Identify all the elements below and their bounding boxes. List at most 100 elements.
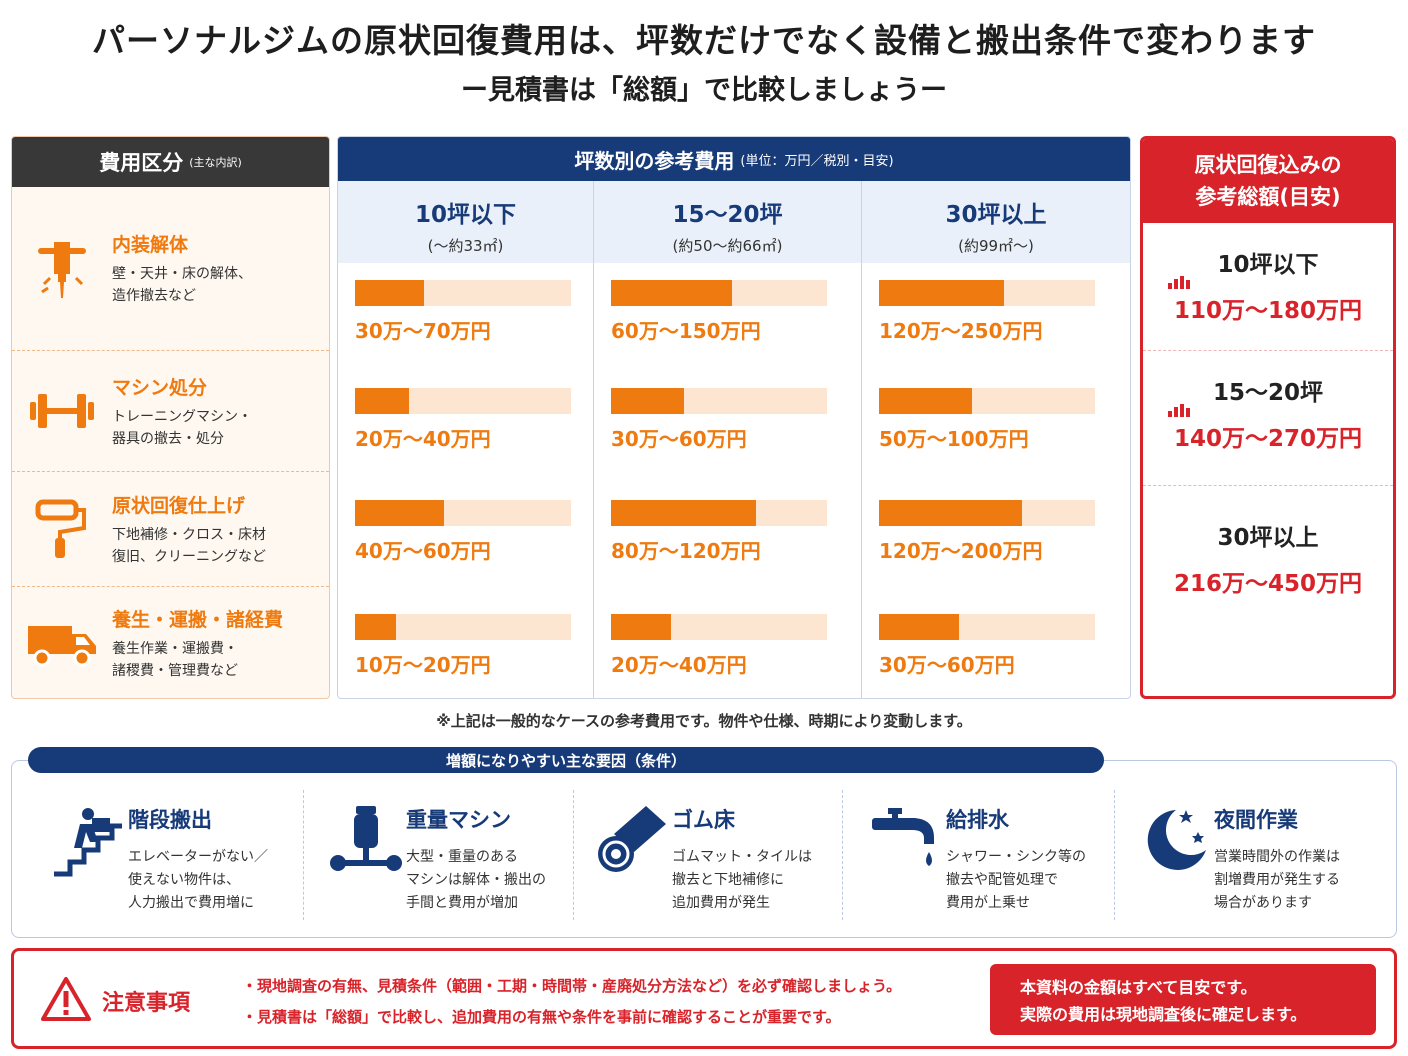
cost-bar-fill [879, 500, 1022, 526]
moon-stars-icon [1134, 790, 1214, 922]
cost-bar-track [879, 280, 1095, 306]
caution-line: ・見積書は「総額」で比較し、追加費用の有無や条件を事前に確認することが重要です。 [242, 1008, 841, 1026]
cost-bar-fill [611, 614, 672, 640]
cost-bar-track [355, 614, 571, 640]
caution-title: 注意事項 [102, 991, 191, 1016]
total-size: 15〜20坪 [1212, 380, 1323, 406]
factor-desc: シャワー・シンク等の 撤去や配管処理で 費用が上乗せ [946, 849, 1086, 911]
factor-name: 給排水 [946, 808, 1009, 832]
cost-bar-track [611, 280, 827, 306]
factor-desc: エレベーターがない／ 使えない物件は、 人力搬出で費用増に [128, 849, 268, 911]
factor-desc: 営業時間外の作業は 割増費用が発生する 場合があります [1214, 849, 1340, 911]
cost-bar-track [611, 614, 827, 640]
cost-bar-track [879, 500, 1095, 526]
mini-bar-chart-icon [1167, 404, 1190, 417]
cost-bar-cell: 10万〜20万円 [355, 614, 571, 678]
warning-icon [41, 977, 91, 1021]
cost-factor: 夜間作業 営業時間外の作業は 割増費用が発生する 場合があります [1134, 790, 1384, 922]
factor-divider [1114, 790, 1115, 920]
category-row: 内装解体 壁・天井・床の解体、 造作撤去など [12, 187, 329, 351]
factor-name: 重量マシン [406, 808, 511, 832]
cost-range-label: 120万〜200万円 [879, 539, 1043, 563]
category-name: 内装解体 [112, 234, 189, 256]
size-column-title: 15〜20坪 [672, 202, 783, 228]
cost-range-label: 40万〜60万円 [355, 539, 491, 563]
cost-bar-cell: 60万〜150万円 [611, 280, 827, 344]
cost-bar-fill [611, 500, 756, 526]
cost-bar-cell: 20万〜40万円 [355, 388, 571, 452]
size-column-area: (約99㎡〜) [958, 237, 1034, 255]
size-column: 10坪以下 (〜約33㎡) 30万〜70万円 20万〜40万円 40万〜60万円… [338, 181, 594, 698]
reference-panel: 坪数別の参考費用 (単位：万円／税別・目安) 10坪以下 (〜約33㎡) 30万… [337, 136, 1131, 699]
rubber-roll-icon [592, 790, 672, 922]
total-row: 10坪以下 110万〜180万円 [1143, 223, 1393, 351]
cost-bar-track [355, 388, 571, 414]
size-column-header: 10坪以下 (〜約33㎡) [338, 181, 593, 263]
total-size: 10坪以下 [1217, 252, 1319, 278]
caution-line: ・現地調査の有無、見積条件（範囲・工期・時間帯・産廃処分方法など）を必ず確認しま… [242, 977, 902, 995]
caution-box-line: 本資料の金額はすべて目安です。 [1020, 978, 1257, 997]
category-desc: トレーニングマシン・ 器具の撤去・処分 [112, 408, 252, 447]
jackhammer-icon [12, 238, 112, 300]
cost-bar-fill [879, 614, 959, 640]
factor-divider [573, 790, 574, 920]
factor-name: 階段搬出 [128, 808, 212, 832]
cost-bar-fill [611, 388, 685, 414]
category-name: 原状回復仕上げ [112, 494, 246, 517]
cost-bar-fill [879, 280, 1005, 306]
factor-name: 夜間作業 [1214, 808, 1298, 832]
category-row: 養生・運搬・諸経費 養生作業・運搬費・ 諸稷費・管理費など [12, 587, 329, 698]
truck-icon [12, 618, 112, 668]
total-panel: 原状回復込みの 参考総額(目安) 10坪以下 110万〜180万円 15〜20坪 … [1140, 136, 1396, 699]
cost-bar-track [879, 388, 1095, 414]
cost-bar-cell: 120万〜250万円 [879, 280, 1095, 344]
size-column-header: 30坪以上 (約99㎡〜) [862, 181, 1130, 263]
category-desc: 下地補修・クロス・床材 復旧、クリーニングなど [112, 526, 266, 565]
cost-range-label: 30万〜60万円 [879, 653, 1015, 677]
cost-range-label: 120万〜250万円 [879, 319, 1043, 343]
total-amount: 216万〜450万円 [1173, 571, 1363, 597]
total-size: 30坪以上 [1217, 525, 1319, 551]
page-title: パーソナルジムの原状回復費用は、坪数だけでなく設備と搬出条件で変わります [92, 21, 1316, 60]
cost-bar-cell: 30万〜70万円 [355, 280, 571, 344]
cost-bar-track [355, 500, 571, 526]
cost-range-label: 50万〜100万円 [879, 427, 1029, 451]
disclaimer-note: ※上記は一般的なケースの参考費用です。物件や仕様、時期により変動します。 [436, 712, 972, 730]
cost-range-label: 10万〜20万円 [355, 653, 491, 677]
cost-bar-fill [355, 614, 397, 640]
factor-divider [303, 790, 304, 920]
size-column-header: 15〜20坪 (約50〜約66㎡) [594, 181, 861, 263]
cost-factor: 給排水 シャワー・シンク等の 撤去や配管処理で 費用が上乗せ [866, 790, 1116, 922]
paint-roller-icon [12, 498, 112, 560]
factor-desc: 大型・重量のある マシンは解体・搬出の 手間と費用が増加 [406, 849, 546, 911]
category-desc: 養生作業・運搬費・ 諸稷費・管理費など [112, 640, 238, 679]
total-row: 30坪以上 216万〜450万円 [1143, 486, 1393, 616]
cost-bar-cell: 120万〜200万円 [879, 500, 1095, 564]
faucet-icon [866, 790, 946, 922]
cost-bar-track [355, 280, 571, 306]
factor-name: ゴム床 [672, 808, 735, 832]
total-amount: 110万〜180万円 [1167, 276, 1362, 325]
caution-box-line: 実際の費用は現地調査後に確定します。 [1020, 1005, 1307, 1024]
cost-bar-track [611, 500, 827, 526]
size-column-area: (〜約33㎡) [427, 237, 504, 255]
cost-range-label: 80万〜120万円 [611, 539, 761, 563]
cost-bar-fill [355, 500, 444, 526]
category-row: 原状回復仕上げ 下地補修・クロス・床材 復旧、クリーニングなど [12, 472, 329, 587]
size-column: 15〜20坪 (約50〜約66㎡) 60万〜150万円 30万〜60万円 80万… [594, 181, 862, 698]
cost-bar-fill [355, 388, 409, 414]
cost-range-label: 30万〜60万円 [611, 427, 747, 451]
cost-factor: ゴム床 ゴムマット・タイルは 撤去と下地補修に 追加費用が発生 [592, 790, 842, 922]
total-header-line1: 原状回復込みの [1194, 153, 1342, 177]
caution-list: ・現地調査の有無、見積条件（範囲・工期・時間帯・産廃処分方法など）を必ず確認しま… [242, 971, 901, 1033]
factor-desc: ゴムマット・タイルは 撤去と下地補修に 追加費用が発生 [672, 849, 812, 911]
caution-highlight-box: 本資料の金額はすべて目安です。 実際の費用は現地調査後に確定します。 [990, 964, 1376, 1035]
size-column-title: 30坪以上 [945, 202, 1047, 228]
category-row: マシン処分 トレーニングマシン・ 器具の撤去・処分 [12, 351, 329, 472]
reference-header-title: 坪数別の参考費用 [574, 148, 735, 173]
reference-header-note: (単位：万円／税別・目安) [740, 153, 894, 169]
cost-range-label: 20万〜40万円 [611, 653, 747, 677]
total-header: 原状回復込みの 参考総額(目安) [1143, 139, 1393, 223]
cost-bar-fill [611, 280, 732, 306]
cost-bar-fill [355, 280, 425, 306]
